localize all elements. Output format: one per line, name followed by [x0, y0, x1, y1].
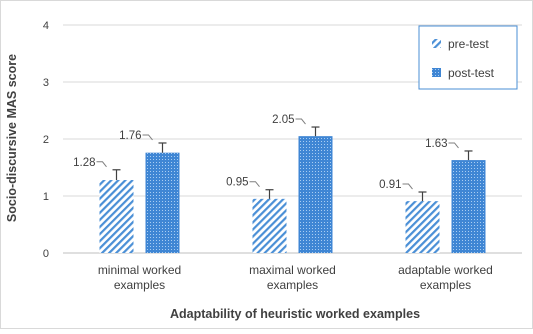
bar-post-test-2: [451, 160, 486, 253]
bar-post-test-1: [298, 136, 333, 253]
y-axis-title: Socio-discursive MAS score: [5, 54, 19, 222]
bar-pre-test-0: [99, 180, 134, 253]
legend: pre-test post-test: [418, 25, 518, 90]
x-tick-label: examples: [267, 278, 318, 292]
legend-label-pre-test: pre-test: [448, 37, 489, 51]
y-tick-label: 4: [43, 20, 49, 32]
bar-post-test-0: [145, 152, 180, 253]
data-label-leader: [448, 142, 459, 149]
bars: [99, 126, 486, 253]
data-label-leader: [249, 181, 260, 188]
legend-swatch-pre-test: [432, 39, 441, 48]
y-tick-label: 0: [43, 248, 49, 260]
data-label-leader: [96, 161, 107, 168]
y-tick-label: 3: [43, 77, 49, 89]
data-label-leader: [402, 183, 413, 190]
data-label: 1.63: [425, 138, 447, 150]
data-label: 2.05: [272, 114, 294, 126]
x-tick-label: maximal worked: [249, 263, 336, 277]
data-labels: 1.28 1.76 0.95 2.05 0.91 1.63: [73, 114, 459, 191]
y-tick-label: 2: [43, 134, 49, 146]
bar-pre-test-1: [252, 198, 287, 253]
x-tick-label: examples: [420, 278, 471, 292]
legend-label-post-test: post-test: [448, 66, 495, 80]
data-label: 1.28: [73, 157, 95, 169]
y-axis: 0 1 2 3 4: [43, 20, 522, 260]
data-label: 0.95: [226, 177, 248, 189]
x-tick-label: adaptable worked: [398, 263, 493, 277]
bar-pre-test-2: [405, 201, 440, 253]
data-label-leader: [295, 118, 306, 125]
legend-swatch-post-test: [432, 68, 441, 77]
y-tick-label: 1: [43, 191, 49, 203]
x-axis-title: Adaptability of heuristic worked example…: [170, 307, 420, 321]
legend-box: [418, 25, 518, 90]
x-tick-label: examples: [114, 278, 165, 292]
x-tick-label: minimal worked: [98, 263, 181, 277]
data-label-leader: [142, 134, 153, 141]
data-label: 0.91: [379, 179, 401, 191]
data-label: 1.76: [119, 130, 141, 142]
